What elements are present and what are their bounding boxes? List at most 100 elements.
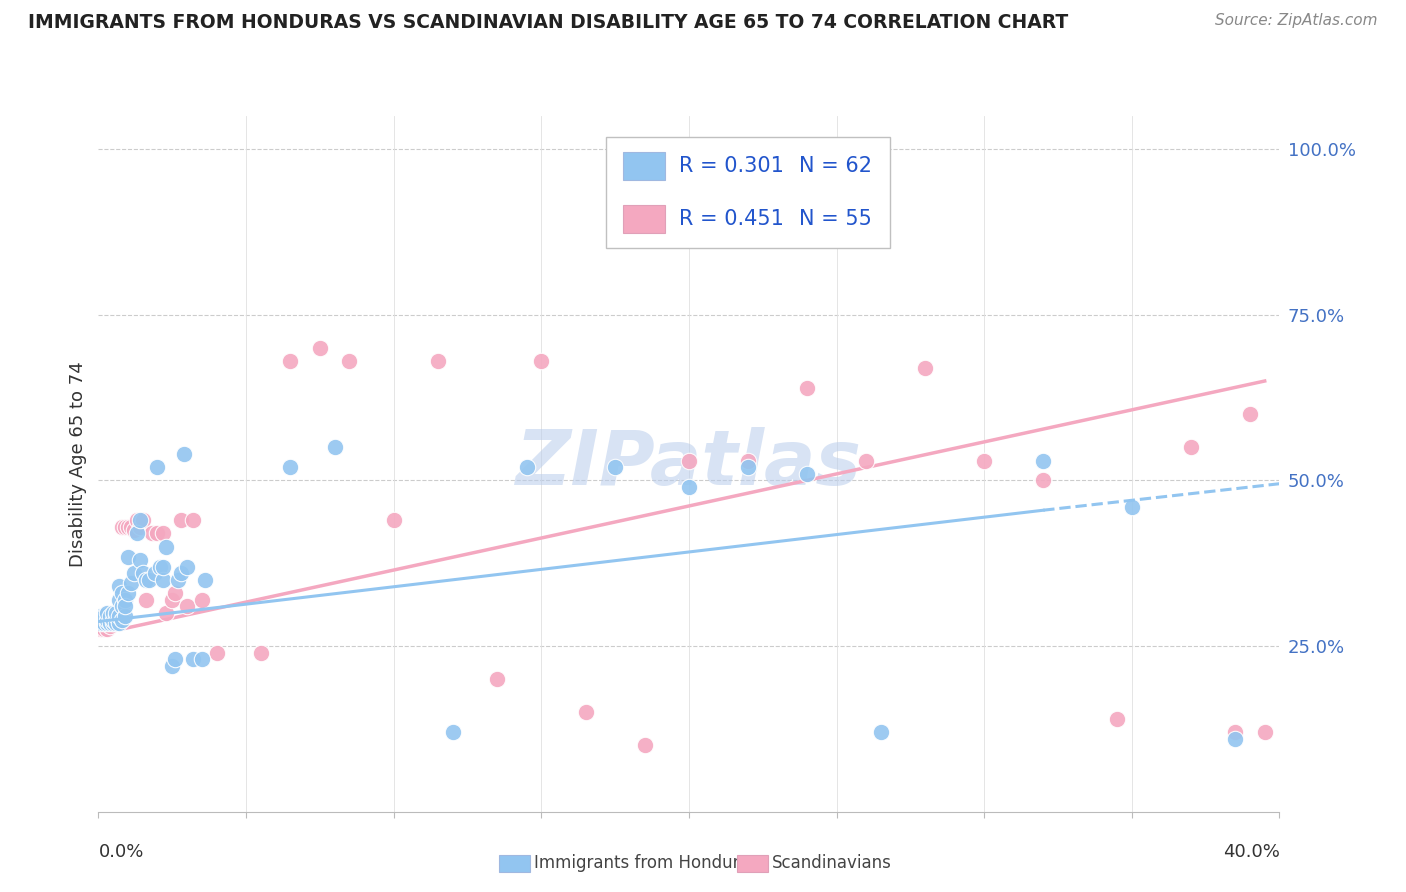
Point	[128, 520, 150, 534]
Point	[141, 526, 163, 541]
Point	[176, 599, 198, 614]
Point	[108, 615, 131, 630]
Point	[122, 523, 145, 537]
Point	[605, 460, 627, 475]
Point	[162, 659, 183, 673]
Point	[1180, 440, 1202, 454]
Text: R = 0.451: R = 0.451	[679, 210, 785, 229]
Point	[146, 526, 169, 541]
Point	[515, 460, 537, 475]
Text: N = 62: N = 62	[799, 156, 872, 176]
Y-axis label: Disability Age 65 to 74: Disability Age 65 to 74	[69, 361, 87, 566]
Point	[574, 706, 596, 720]
Point	[1239, 407, 1261, 421]
Point	[103, 615, 125, 630]
Point	[93, 615, 115, 630]
Point	[1223, 731, 1246, 746]
Point	[678, 480, 700, 494]
Point	[103, 613, 125, 627]
Point	[796, 467, 818, 481]
Point	[108, 579, 131, 593]
Point	[93, 623, 115, 637]
Point	[152, 559, 174, 574]
Point	[108, 606, 131, 620]
Text: Scandinavians: Scandinavians	[772, 855, 891, 872]
Point	[181, 652, 204, 666]
Point	[170, 566, 193, 581]
Point	[90, 615, 112, 630]
Point	[1254, 725, 1277, 739]
Point	[194, 573, 217, 587]
Point	[98, 609, 121, 624]
Point	[914, 360, 936, 375]
Point	[796, 381, 818, 395]
Point	[633, 739, 655, 753]
Point	[105, 609, 128, 624]
Point	[250, 646, 273, 660]
Point	[135, 592, 157, 607]
Point	[339, 354, 360, 368]
Point	[135, 573, 157, 587]
Point	[120, 520, 142, 534]
Text: ZIPatlas: ZIPatlas	[516, 427, 862, 500]
Point	[103, 615, 125, 630]
Point	[120, 576, 142, 591]
Point	[111, 606, 134, 620]
Point	[149, 559, 172, 574]
Point	[1121, 500, 1143, 514]
Point	[96, 613, 118, 627]
Point	[93, 609, 115, 624]
Point	[103, 606, 125, 620]
Point	[122, 566, 145, 581]
Text: 0.0%: 0.0%	[98, 843, 143, 861]
Point	[108, 606, 131, 620]
Point	[165, 586, 187, 600]
Point	[278, 354, 302, 368]
Point	[98, 615, 121, 630]
Point	[96, 623, 118, 637]
Point	[138, 573, 160, 587]
Point	[678, 453, 700, 467]
Point	[111, 520, 134, 534]
Point	[205, 646, 228, 660]
Point	[132, 513, 155, 527]
Point	[143, 566, 166, 581]
Point	[132, 566, 155, 581]
Point	[125, 513, 148, 527]
Text: 40.0%: 40.0%	[1223, 843, 1279, 861]
Point	[427, 354, 450, 368]
Point	[737, 453, 759, 467]
Point	[278, 460, 302, 475]
Text: Source: ZipAtlas.com: Source: ZipAtlas.com	[1215, 13, 1378, 29]
Point	[105, 613, 128, 627]
Point	[114, 609, 136, 624]
Point	[90, 623, 112, 637]
Point	[309, 341, 332, 355]
Point	[323, 440, 346, 454]
Point	[96, 615, 118, 630]
Point	[973, 453, 995, 467]
Point	[152, 573, 174, 587]
Point	[191, 592, 214, 607]
Point	[176, 559, 198, 574]
Point	[128, 553, 150, 567]
Point	[1032, 474, 1054, 488]
Point	[114, 599, 136, 614]
Text: R = 0.301: R = 0.301	[679, 156, 785, 176]
Point	[162, 592, 183, 607]
Point	[486, 672, 509, 686]
Point	[125, 526, 148, 541]
Text: Immigrants from Honduras: Immigrants from Honduras	[534, 855, 759, 872]
Point	[96, 606, 118, 620]
Point	[167, 573, 190, 587]
Point	[1105, 712, 1128, 726]
Point	[105, 615, 128, 630]
Point	[146, 460, 169, 475]
Point	[93, 615, 115, 630]
Text: N = 55: N = 55	[799, 210, 872, 229]
Point	[165, 652, 187, 666]
Point	[855, 453, 877, 467]
Point	[155, 540, 177, 554]
Point	[173, 447, 195, 461]
Point	[530, 354, 553, 368]
